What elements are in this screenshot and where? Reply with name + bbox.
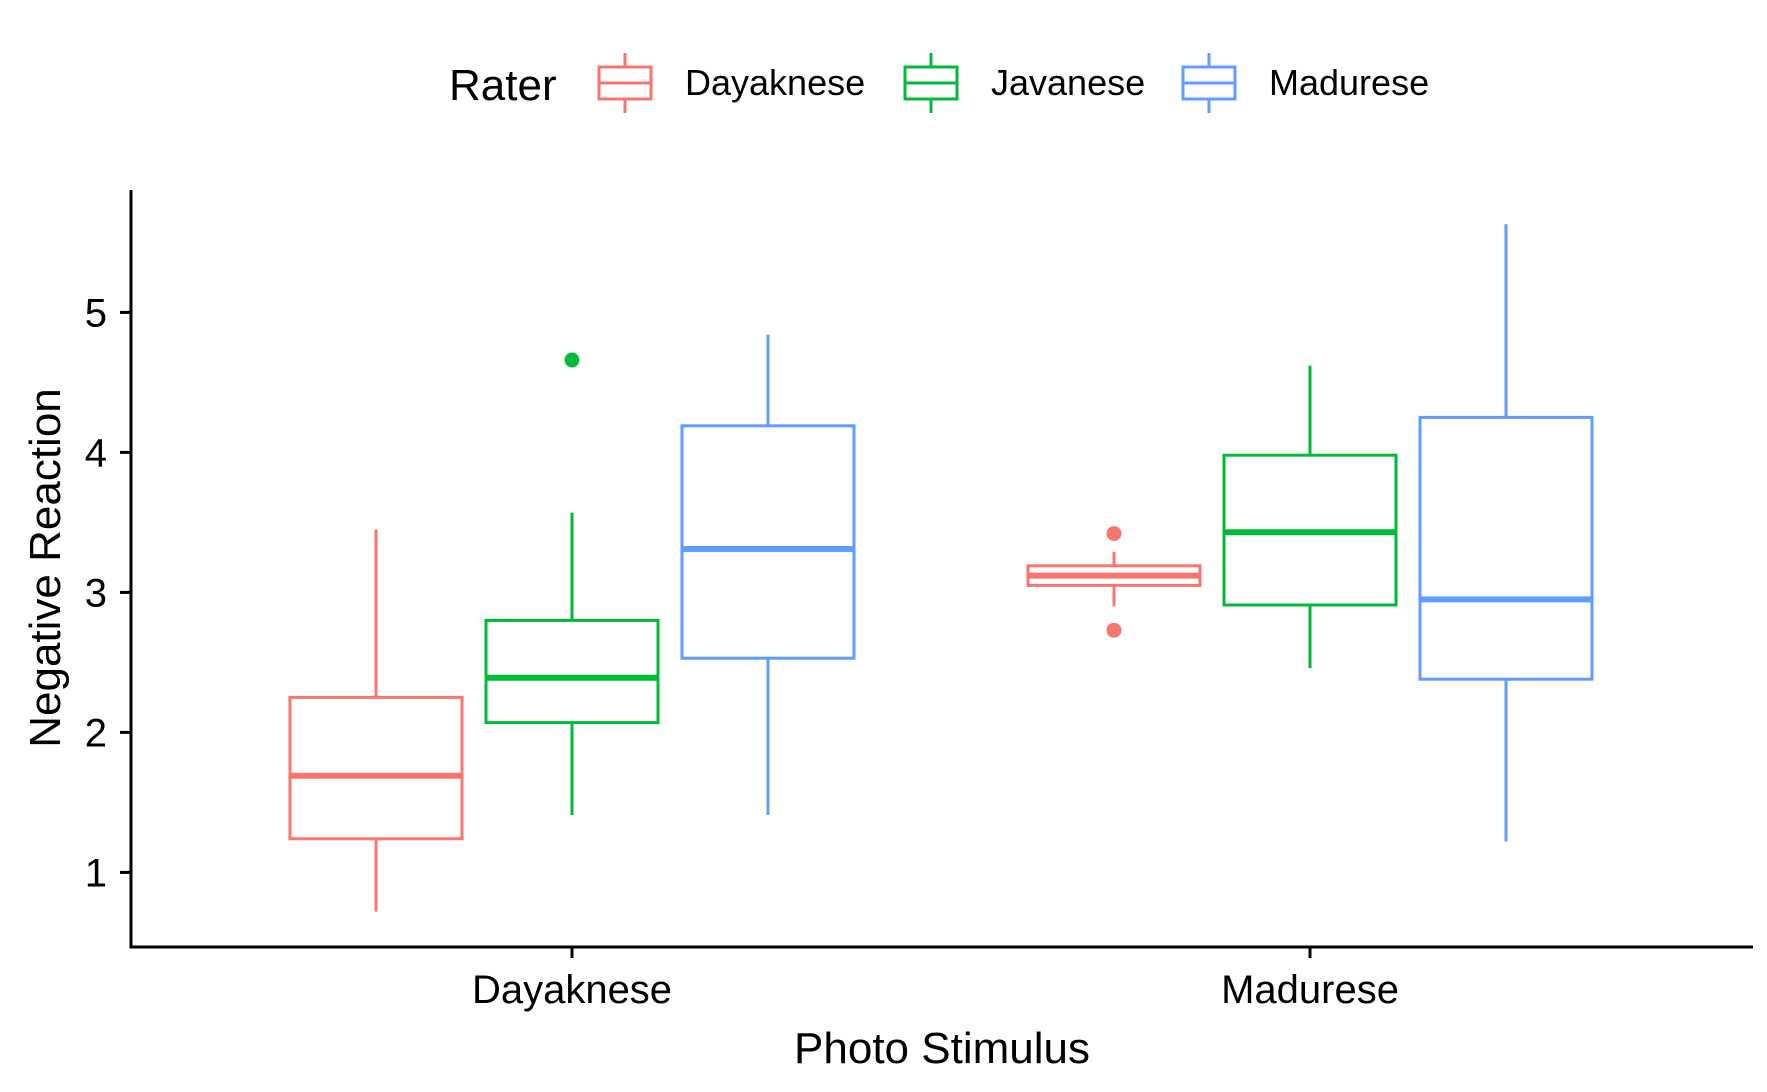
legend-key-dayaknese <box>597 53 653 113</box>
box-javanese-dayaknese <box>484 352 660 815</box>
plot-area <box>288 224 1594 912</box>
iqr-box <box>484 618 660 725</box>
box-dayaknese-dayaknese <box>288 529 464 912</box>
y-tick-label-5: 5 <box>85 291 107 335</box>
box-madurese-dayaknese <box>680 334 856 815</box>
box-dayaknese-madurese <box>1026 526 1202 638</box>
iqr-box <box>680 424 856 660</box>
legend-key-madurese <box>1181 53 1237 113</box>
x-axis-title: Photo Stimulus <box>794 1024 1090 1073</box>
outlier-point-1 <box>1106 622 1122 638</box>
legend-label-dayaknese: Dayaknese <box>685 62 865 103</box>
y-tick-label-3: 3 <box>85 571 107 615</box>
x-tick-label-dayaknese: Dayaknese <box>472 968 672 1012</box>
legend-key-javanese <box>903 53 959 113</box>
legend-entries: Dayaknese Javanese Madurese <box>597 53 1429 113</box>
y-tick-label-1: 1 <box>85 851 107 895</box>
legend-entry-madurese: Madurese <box>1181 53 1429 113</box>
legend-entry-javanese: Javanese <box>903 53 1145 113</box>
legend-label-javanese: Javanese <box>991 62 1145 103</box>
x-axis-ticks: Dayaknese Madurese <box>472 947 1399 1012</box>
box-javanese-madurese <box>1222 365 1398 668</box>
x-tick-label-madurese: Madurese <box>1221 968 1399 1012</box>
box-madurese-madurese <box>1418 224 1594 842</box>
legend-title: Rater <box>449 61 557 110</box>
y-axis-ticks: 1 2 3 4 5 <box>85 291 131 895</box>
y-axis-title: Negative Reaction <box>21 388 70 748</box>
legend: Rater Dayaknese Javanese Madurese <box>449 53 1429 113</box>
outlier-point-0 <box>564 352 580 368</box>
y-tick-label-2: 2 <box>85 711 107 755</box>
iqr-box <box>1418 415 1594 681</box>
iqr-box <box>288 695 464 841</box>
legend-label-madurese: Madurese <box>1269 62 1429 103</box>
y-tick-label-4: 4 <box>85 431 107 475</box>
legend-entry-dayaknese: Dayaknese <box>597 53 865 113</box>
outlier-point-0 <box>1106 526 1122 542</box>
